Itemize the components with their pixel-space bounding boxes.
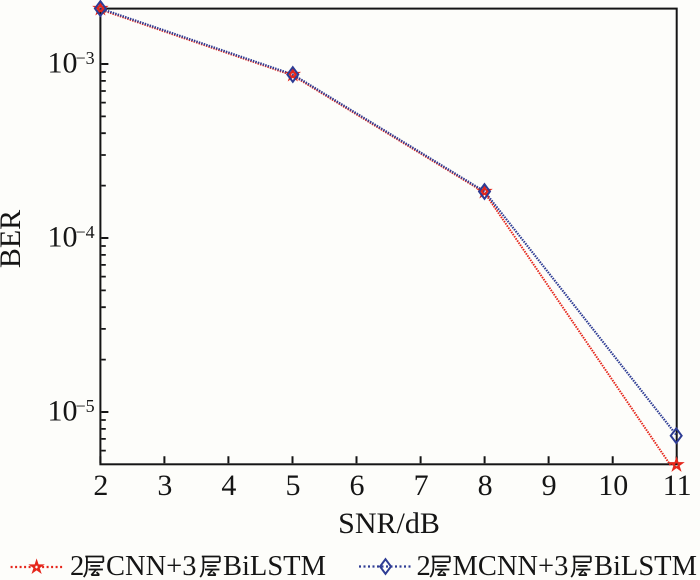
svg-text:3: 3 (157, 469, 172, 502)
svg-text:10−5: 10−5 (48, 395, 95, 428)
svg-text:2: 2 (70, 551, 84, 580)
svg-text:5: 5 (286, 469, 301, 502)
svg-text:6: 6 (350, 469, 365, 502)
svg-text:CNN+3: CNN+3 (106, 551, 197, 580)
svg-text:11: 11 (663, 469, 692, 502)
svg-text:4: 4 (221, 469, 236, 502)
svg-text:BiLSTM: BiLSTM (594, 551, 697, 580)
svg-text:8: 8 (478, 469, 493, 502)
svg-text:MCNN+3: MCNN+3 (453, 551, 569, 580)
svg-text:7: 7 (414, 469, 429, 502)
svg-text:2: 2 (417, 551, 431, 580)
svg-text:SNR/dB: SNR/dB (338, 507, 440, 540)
svg-text:BER: BER (0, 210, 27, 268)
svg-text:BiLSTM: BiLSTM (223, 551, 326, 580)
svg-text:10−4: 10−4 (48, 221, 95, 254)
svg-text:2: 2 (93, 469, 108, 502)
svg-text:9: 9 (542, 469, 557, 502)
svg-text:10−3: 10−3 (48, 47, 95, 80)
svg-text:10: 10 (598, 469, 628, 502)
